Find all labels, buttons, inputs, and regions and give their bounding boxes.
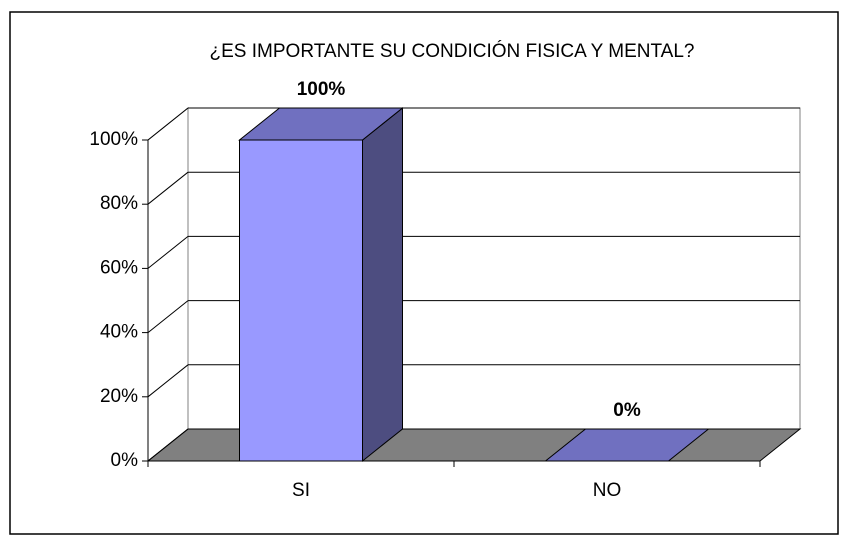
bar-top <box>544 428 710 462</box>
y-tick-label: 100% <box>89 129 138 150</box>
x-tick-label: SI <box>292 480 310 501</box>
bar-front <box>239 139 363 462</box>
grid-line-side <box>147 300 189 333</box>
y-tick-label: 80% <box>100 193 138 214</box>
bar-top <box>238 107 404 141</box>
grid-line-side <box>147 107 189 141</box>
bar <box>238 106 404 463</box>
chart-title: ¿ES IMPORTANTE SU CONDICIÓN FISICA Y MEN… <box>210 40 695 62</box>
y-tick-label: 40% <box>100 322 138 343</box>
value-label: 100% <box>297 79 346 100</box>
y-tick-label: 60% <box>100 257 138 278</box>
bar-side <box>362 106 403 463</box>
y-tick-label: 0% <box>111 450 139 471</box>
bar <box>544 428 710 462</box>
grid-line-side <box>147 236 189 269</box>
value-label: 0% <box>613 400 641 421</box>
side-wall <box>147 106 189 463</box>
y-tick-label: 20% <box>100 386 138 407</box>
grid-line-side <box>147 428 189 462</box>
x-tick-label: NO <box>593 480 622 501</box>
grid-line-side <box>147 171 189 205</box>
grid-line-side <box>147 364 189 398</box>
